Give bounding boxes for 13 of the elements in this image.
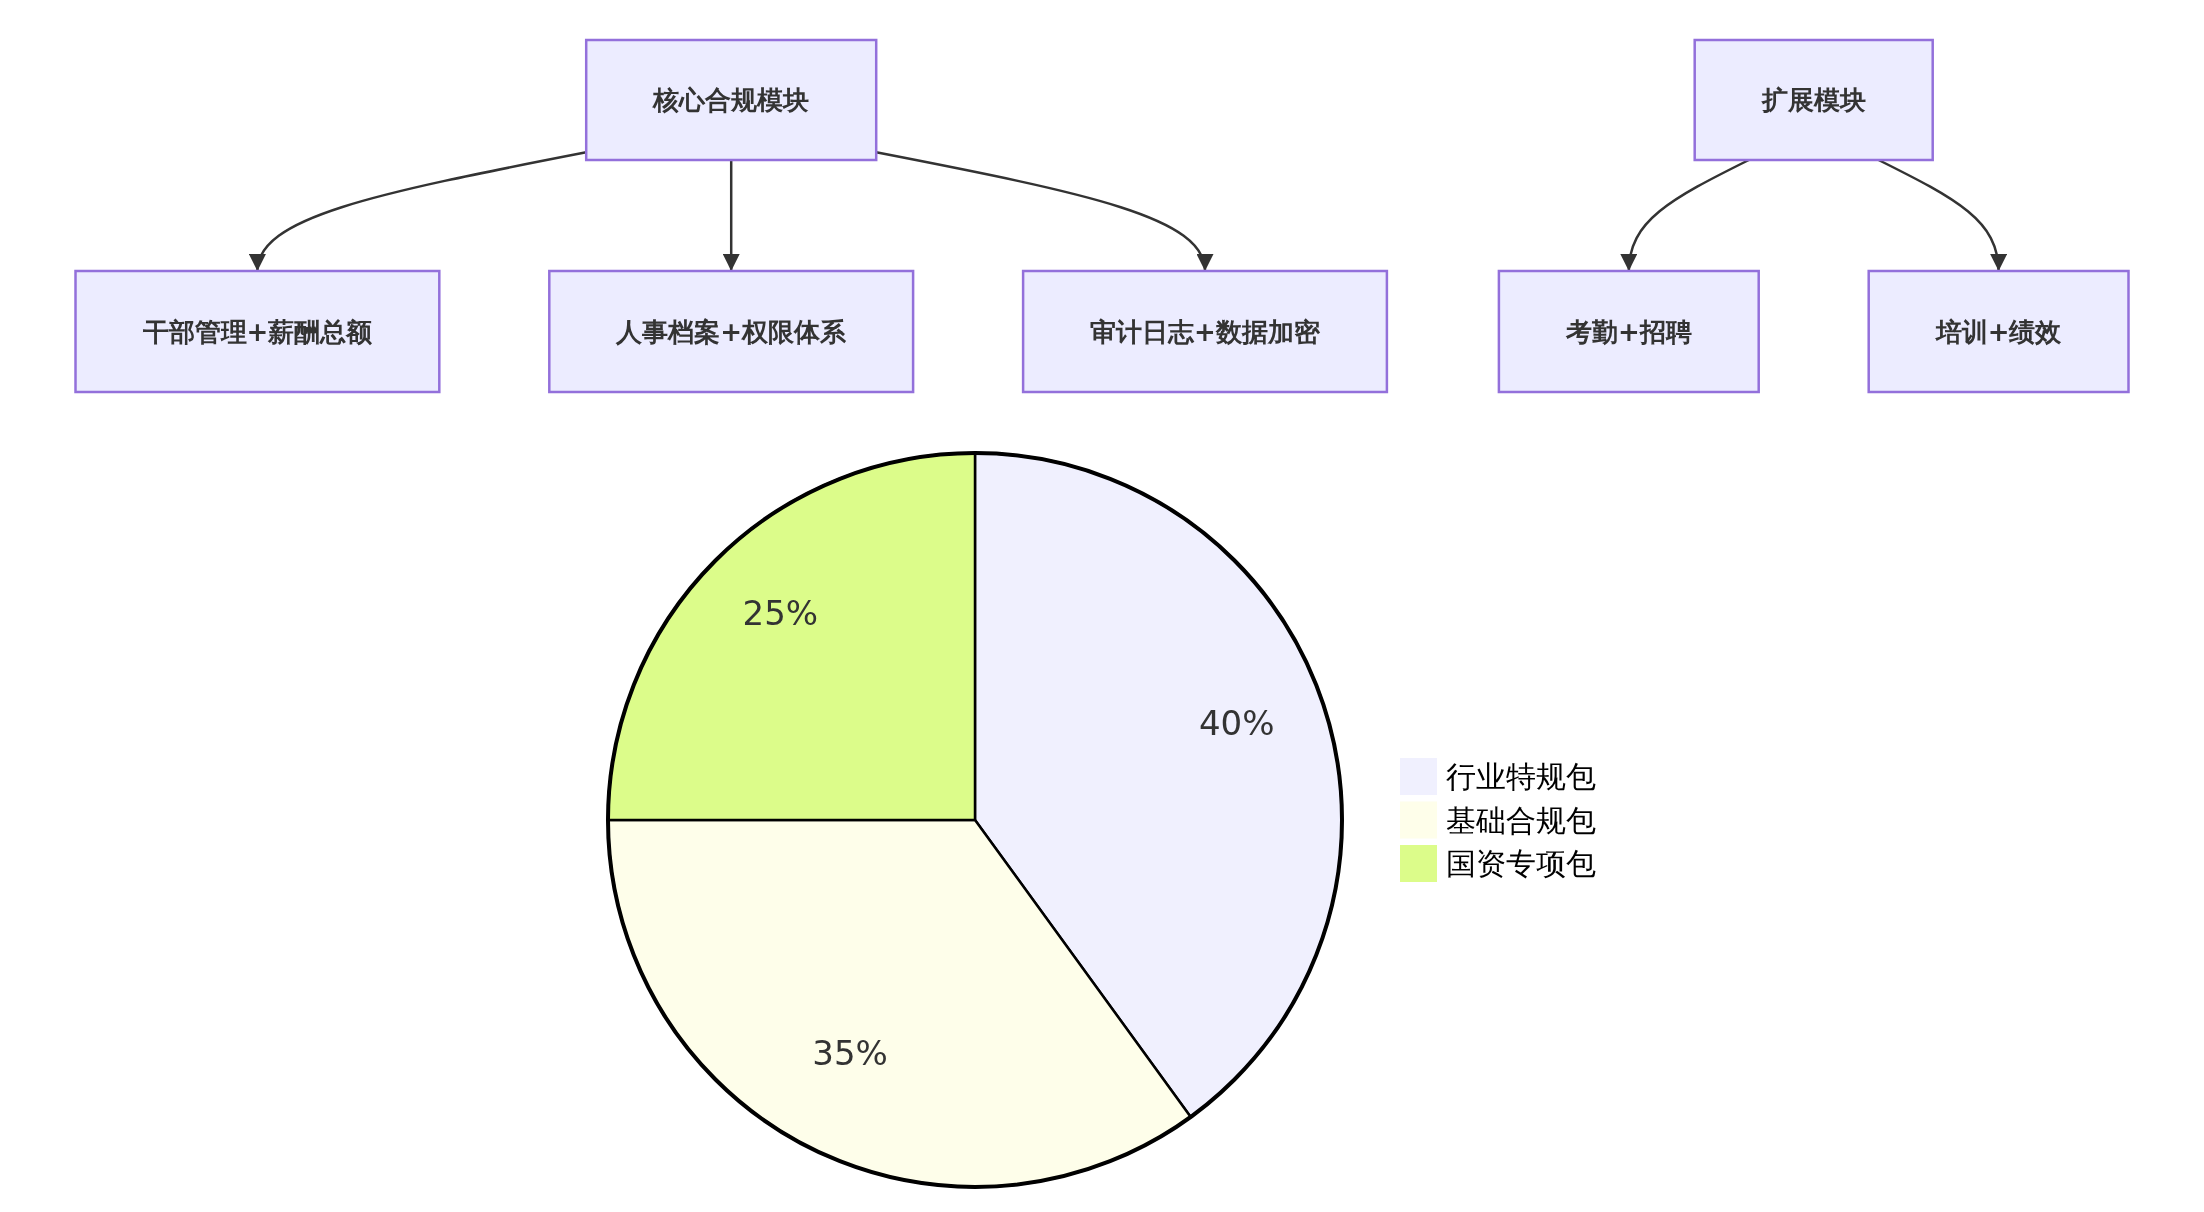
root-node-label: 核心合规模块 <box>653 85 810 115</box>
child-node-label: 培训+绩效 <box>1935 316 2062 347</box>
value-label: 25% <box>742 593 819 634</box>
child-node-label: 考勤+招聘 <box>1565 316 1692 347</box>
value-label: 35% <box>812 1033 888 1074</box>
legend-label: 国资专项包 <box>1446 846 1596 881</box>
legend-label: 基础合规包 <box>1446 802 1596 838</box>
value-label: 40% <box>1199 702 1275 743</box>
child-node-label: 人事档案+权限体系 <box>616 316 847 347</box>
child-node-label: 干部管理+薪酬总额 <box>142 316 373 347</box>
root-node-label: 扩展模块 <box>1761 85 1866 115</box>
legend-label: 行业特规包 <box>1446 759 1596 794</box>
child-node-label: 审计日志+数据加密 <box>1090 316 1320 347</box>
